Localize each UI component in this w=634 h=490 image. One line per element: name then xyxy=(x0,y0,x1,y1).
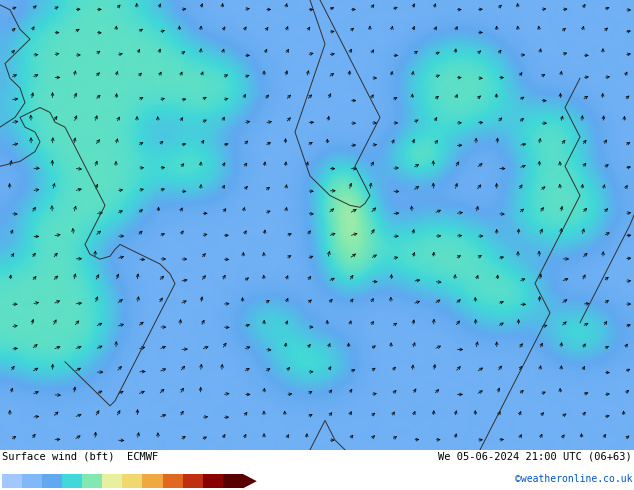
Text: ©weatheronline.co.uk: ©weatheronline.co.uk xyxy=(515,474,632,484)
Bar xyxy=(143,474,162,489)
Bar xyxy=(22,474,42,489)
Bar xyxy=(102,474,122,489)
Bar xyxy=(42,474,62,489)
Bar xyxy=(82,474,102,489)
Bar xyxy=(2,474,22,489)
FancyArrow shape xyxy=(243,474,257,489)
Text: Surface wind (bft)  ECMWF: Surface wind (bft) ECMWF xyxy=(2,452,158,462)
Bar xyxy=(162,474,183,489)
Bar xyxy=(183,474,203,489)
Bar xyxy=(203,474,223,489)
Bar xyxy=(62,474,82,489)
Text: We 05-06-2024 21:00 UTC (06+63): We 05-06-2024 21:00 UTC (06+63) xyxy=(438,452,632,462)
Bar xyxy=(223,474,243,489)
Bar xyxy=(122,474,143,489)
